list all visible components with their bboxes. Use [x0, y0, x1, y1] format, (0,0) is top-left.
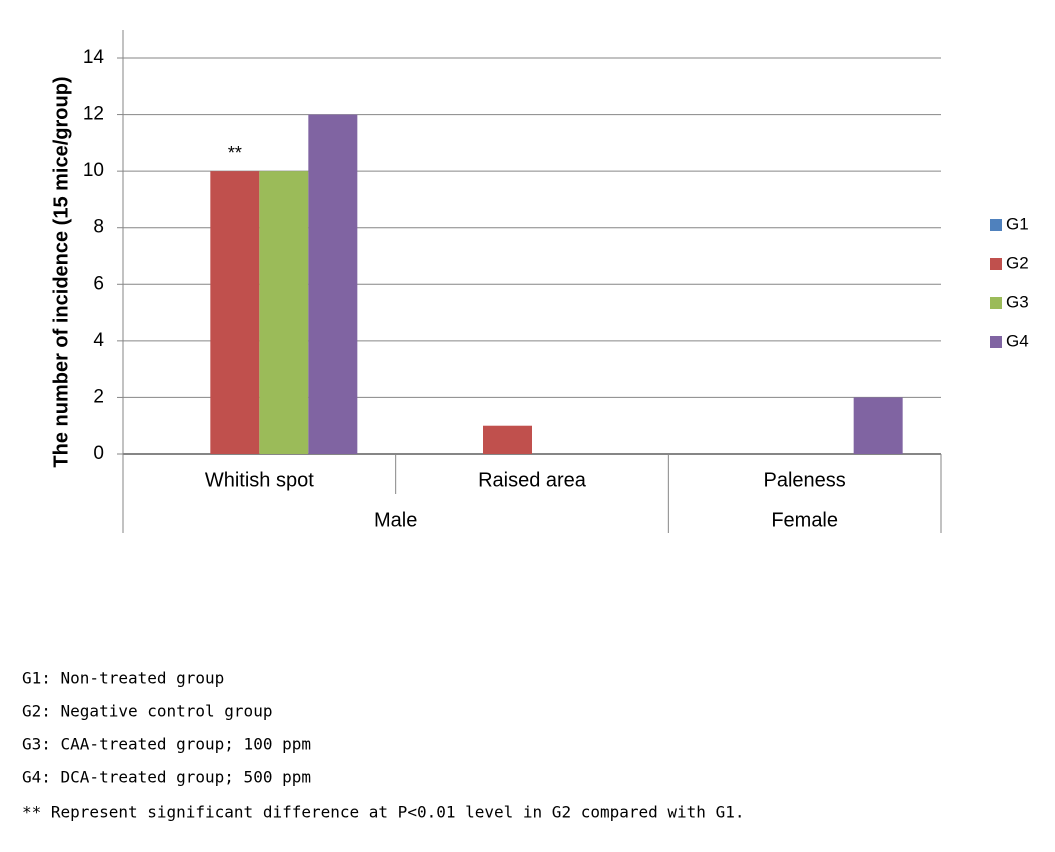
y-tick-label: 12	[83, 104, 104, 125]
y-tick-label: 8	[93, 217, 104, 238]
footnote: G4: DCA-treated group; 500 ppm	[22, 768, 311, 787]
legend-swatch	[990, 258, 1002, 270]
bar	[210, 171, 260, 454]
legend-label: G4	[1006, 331, 1029, 350]
y-tick-label: 0	[93, 443, 104, 464]
y-tick-label: 14	[83, 47, 105, 68]
x-tick-label: Whitish spot	[205, 469, 314, 491]
annotation: **	[228, 143, 242, 163]
y-axis-label: The number of incidence (15 mice/group)	[50, 76, 72, 467]
bar	[483, 425, 532, 454]
group-label: Male	[374, 509, 417, 531]
legend-label: G1	[1006, 214, 1029, 233]
footnote: G2: Negative control group	[22, 702, 272, 721]
bar	[308, 114, 358, 455]
y-tick-label: 4	[93, 330, 104, 351]
x-tick-label: Paleness	[764, 469, 846, 491]
x-tick-label: Raised area	[478, 469, 587, 491]
y-tick-label: 6	[93, 273, 104, 294]
footnote: ** Represent significant difference at P…	[22, 803, 744, 822]
legend-swatch	[990, 297, 1002, 309]
legend-label: G3	[1006, 292, 1029, 311]
group-label: Female	[771, 509, 838, 531]
legend-swatch	[990, 336, 1002, 348]
bar	[259, 171, 309, 454]
legend-label: G2	[1006, 253, 1029, 272]
legend-swatch	[990, 219, 1002, 231]
footnote: G3: CAA-treated group; 100 ppm	[22, 735, 311, 754]
y-tick-label: 2	[93, 386, 104, 407]
y-tick-label: 10	[83, 160, 104, 181]
footnote: G1: Non-treated group	[22, 669, 224, 688]
bar	[853, 397, 903, 454]
